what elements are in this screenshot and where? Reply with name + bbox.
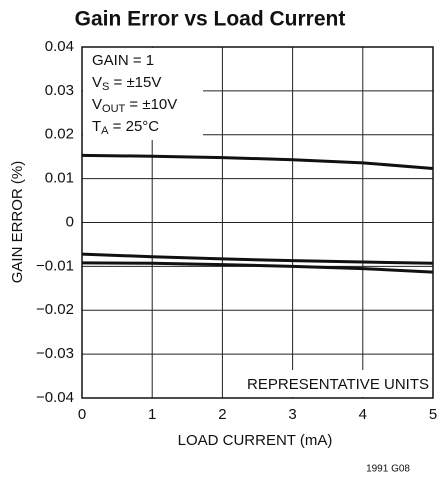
y-tick-label: 0.04 [45, 38, 74, 55]
y-tick-label: −0.04 [36, 389, 74, 406]
chart-title: Gain Error vs Load Current [75, 8, 346, 31]
annotation-main: GAIN = 1 [92, 52, 154, 69]
note-box [230, 370, 432, 397]
annotation: TA = 25°C [92, 118, 159, 137]
annotation-sub: S [102, 81, 109, 93]
y-axis-label: GAIN ERROR (%) [9, 161, 26, 284]
annotation-main: V [92, 74, 102, 91]
x-tick-label: 3 [288, 406, 296, 423]
y-tick-label: 0.02 [45, 126, 74, 143]
annotation-sub: A [101, 125, 109, 137]
annotation: VS = ±15V [92, 74, 161, 93]
series-line [81, 153, 434, 171]
annotation-rest: = ±10V [125, 96, 177, 113]
annotation-rest: = ±15V [109, 74, 161, 91]
annotation-main: V [92, 96, 102, 113]
annotation-box [83, 48, 203, 140]
x-tick-label: 4 [359, 406, 367, 423]
plot-frame [81, 46, 434, 399]
y-tick-label: 0.03 [45, 82, 74, 99]
note: REPRESENTATIVE UNITS [247, 376, 429, 393]
annotation: GAIN = 1 [92, 52, 154, 69]
annotation: VOUT = ±10V [92, 96, 177, 115]
y-tick-label: −0.02 [36, 301, 74, 318]
x-tick-label: 2 [218, 406, 226, 423]
series-line [81, 252, 434, 265]
y-tick-label: −0.03 [36, 345, 74, 362]
series-line [81, 261, 434, 274]
y-tick-label: −0.01 [36, 257, 74, 274]
annotation-rest: = 25°C [109, 118, 160, 135]
annotation-sub: OUT [102, 103, 126, 115]
x-tick-label: 1 [148, 406, 156, 423]
footnote: 1991 G08 [366, 464, 410, 475]
y-tick-label: 0 [66, 213, 74, 230]
x-axis-label: LOAD CURRENT (mA) [178, 432, 333, 449]
x-tick-label: 5 [429, 406, 437, 423]
x-tick-label: 0 [78, 406, 86, 423]
annotation-main: T [92, 118, 101, 135]
y-tick-label: 0.01 [45, 170, 74, 187]
